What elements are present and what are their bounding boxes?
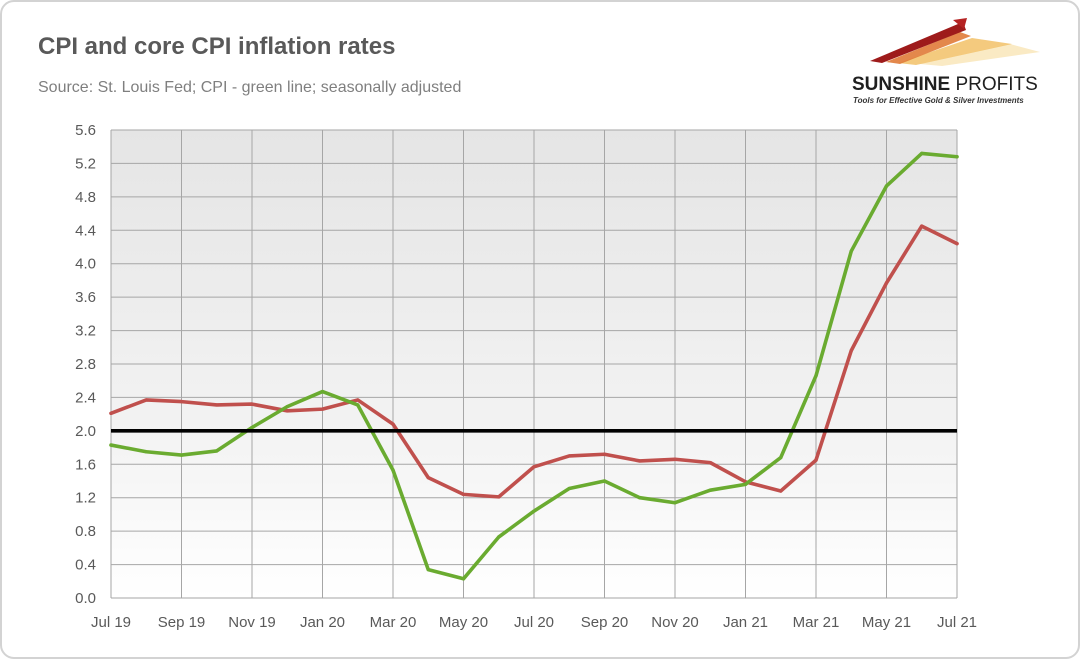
data-point — [144, 398, 148, 402]
y-tick-label: 2.8 — [75, 356, 96, 373]
data-point — [285, 409, 289, 413]
y-tick-label: 4.0 — [75, 256, 96, 273]
data-point — [426, 476, 430, 480]
chart-subtitle: Source: St. Louis Fed; CPI - green line;… — [38, 79, 462, 96]
data-point — [250, 402, 254, 406]
y-tick-label: 5.6 — [75, 122, 96, 139]
x-tick-label: May 21 — [862, 614, 911, 631]
data-point — [814, 458, 818, 462]
data-point — [461, 492, 466, 496]
y-tick-label: 1.2 — [75, 490, 96, 507]
logo-brand: SUNSHINE PROFITS — [852, 74, 1038, 96]
data-point — [109, 411, 113, 415]
data-point — [708, 461, 712, 465]
data-point — [567, 486, 571, 491]
data-point — [179, 400, 184, 404]
data-point — [955, 155, 959, 159]
data-point — [884, 184, 889, 188]
data-point — [215, 403, 219, 407]
data-point — [144, 450, 148, 454]
logo-brand-light: PROFITS — [955, 74, 1038, 95]
y-tick-label: 2.0 — [75, 423, 96, 440]
data-point — [532, 465, 536, 469]
data-point — [567, 454, 571, 458]
y-tick-label: 0.0 — [75, 590, 96, 607]
data-point — [320, 389, 325, 394]
data-point — [708, 488, 712, 492]
data-point — [638, 496, 642, 500]
logo-brand-bold: SUNSHINE — [852, 74, 951, 95]
data-point — [602, 479, 607, 483]
y-tick-label: 0.8 — [75, 523, 96, 540]
data-point — [920, 224, 924, 228]
y-tick-label: 3.6 — [75, 289, 96, 306]
data-point — [849, 349, 853, 353]
data-point — [426, 567, 430, 572]
data-point — [849, 249, 853, 253]
data-point — [955, 242, 959, 246]
y-tick-label: 3.2 — [75, 323, 96, 340]
data-point — [250, 425, 254, 430]
logo-tagline: Tools for Effective Gold & Silver Invest… — [853, 96, 1024, 105]
data-point — [356, 398, 360, 402]
data-point — [638, 459, 642, 463]
logo-swoosh-icon — [870, 18, 1040, 66]
data-point — [285, 405, 289, 409]
series-2 — [109, 224, 959, 499]
series-1 — [109, 151, 959, 581]
x-tick-label: Nov 20 — [651, 614, 699, 631]
data-point — [743, 482, 748, 486]
y-tick-label: 4.8 — [75, 189, 96, 206]
x-tick-label: Nov 19 — [228, 614, 276, 631]
data-point — [779, 489, 783, 493]
data-point — [779, 456, 783, 460]
data-point — [920, 151, 924, 155]
data-point — [673, 501, 677, 505]
x-tick-label: Sep 19 — [158, 614, 206, 631]
data-point — [497, 535, 501, 539]
y-tick-label: 4.4 — [75, 222, 96, 239]
data-point — [356, 403, 360, 407]
x-tick-label: Mar 20 — [370, 614, 417, 631]
data-point — [215, 449, 219, 453]
data-point — [179, 453, 184, 457]
data-point — [391, 468, 395, 472]
grid — [110, 129, 958, 599]
x-tick-label: May 20 — [439, 614, 488, 631]
axis-labels: 0.0 0.4 0.8 1.2 1.6 2.0 2.4 2.8 3.2 3.6 4.0 4.4 4.8 5… — [75, 122, 977, 631]
x-tick-label: Jul 20 — [514, 614, 554, 631]
data-point — [461, 577, 466, 581]
data-point — [497, 495, 501, 499]
data-point — [109, 443, 113, 447]
x-tick-label: Sep 20 — [581, 614, 629, 631]
data-point — [532, 509, 536, 513]
y-tick-label: 1.6 — [75, 456, 96, 473]
y-tick-label: 5.2 — [75, 155, 96, 172]
y-tick-label: 2.4 — [75, 389, 96, 406]
data-point — [602, 452, 607, 456]
x-tick-label: Jan 21 — [723, 614, 768, 631]
chart-title: CPI and core CPI inflation rates — [38, 33, 396, 60]
data-point — [673, 457, 677, 461]
x-tick-label: Mar 21 — [793, 614, 840, 631]
y-tick-label: 0.4 — [75, 557, 96, 574]
data-point — [320, 407, 325, 411]
x-tick-label: Jul 19 — [91, 614, 131, 631]
data-point — [884, 281, 889, 285]
data-point — [391, 422, 395, 426]
data-point — [814, 374, 818, 378]
x-tick-label: Jan 20 — [300, 614, 345, 631]
x-tick-label: Jul 21 — [937, 614, 977, 631]
